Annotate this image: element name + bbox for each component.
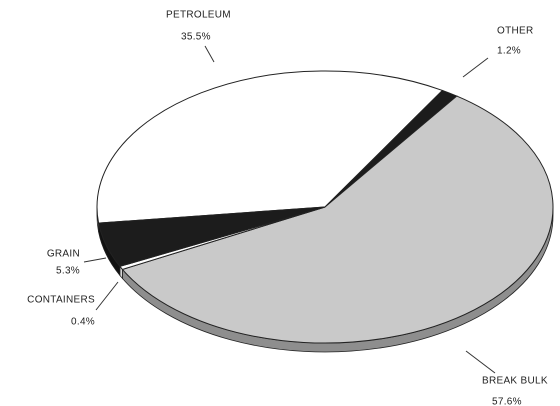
leader-line <box>462 57 489 78</box>
slice <box>96 70 444 224</box>
labels: PETROLEUM 35.5% OTHER 1.2% BREAK BULK 57.6% CO… <box>27 10 548 406</box>
category-label: BREAK BULK <box>482 376 548 387</box>
slice <box>121 95 554 344</box>
category-label: CONTAINERS <box>27 295 95 306</box>
value-label: 5.3% <box>56 266 80 277</box>
leader-line <box>204 45 215 63</box>
leader-line <box>95 281 119 311</box>
category-label: GRAIN <box>47 249 80 260</box>
category-label: PETROLEUM <box>166 10 231 21</box>
leader-line <box>83 257 107 263</box>
value-label: 0.4% <box>71 317 95 328</box>
pie <box>96 70 554 353</box>
value-label: 1.2% <box>497 46 521 57</box>
value-label: 35.5% <box>181 32 211 43</box>
leader-line <box>465 350 496 374</box>
category-label: OTHER <box>497 26 534 37</box>
value-label: 57.6% <box>492 397 522 406</box>
slice <box>98 206 326 267</box>
